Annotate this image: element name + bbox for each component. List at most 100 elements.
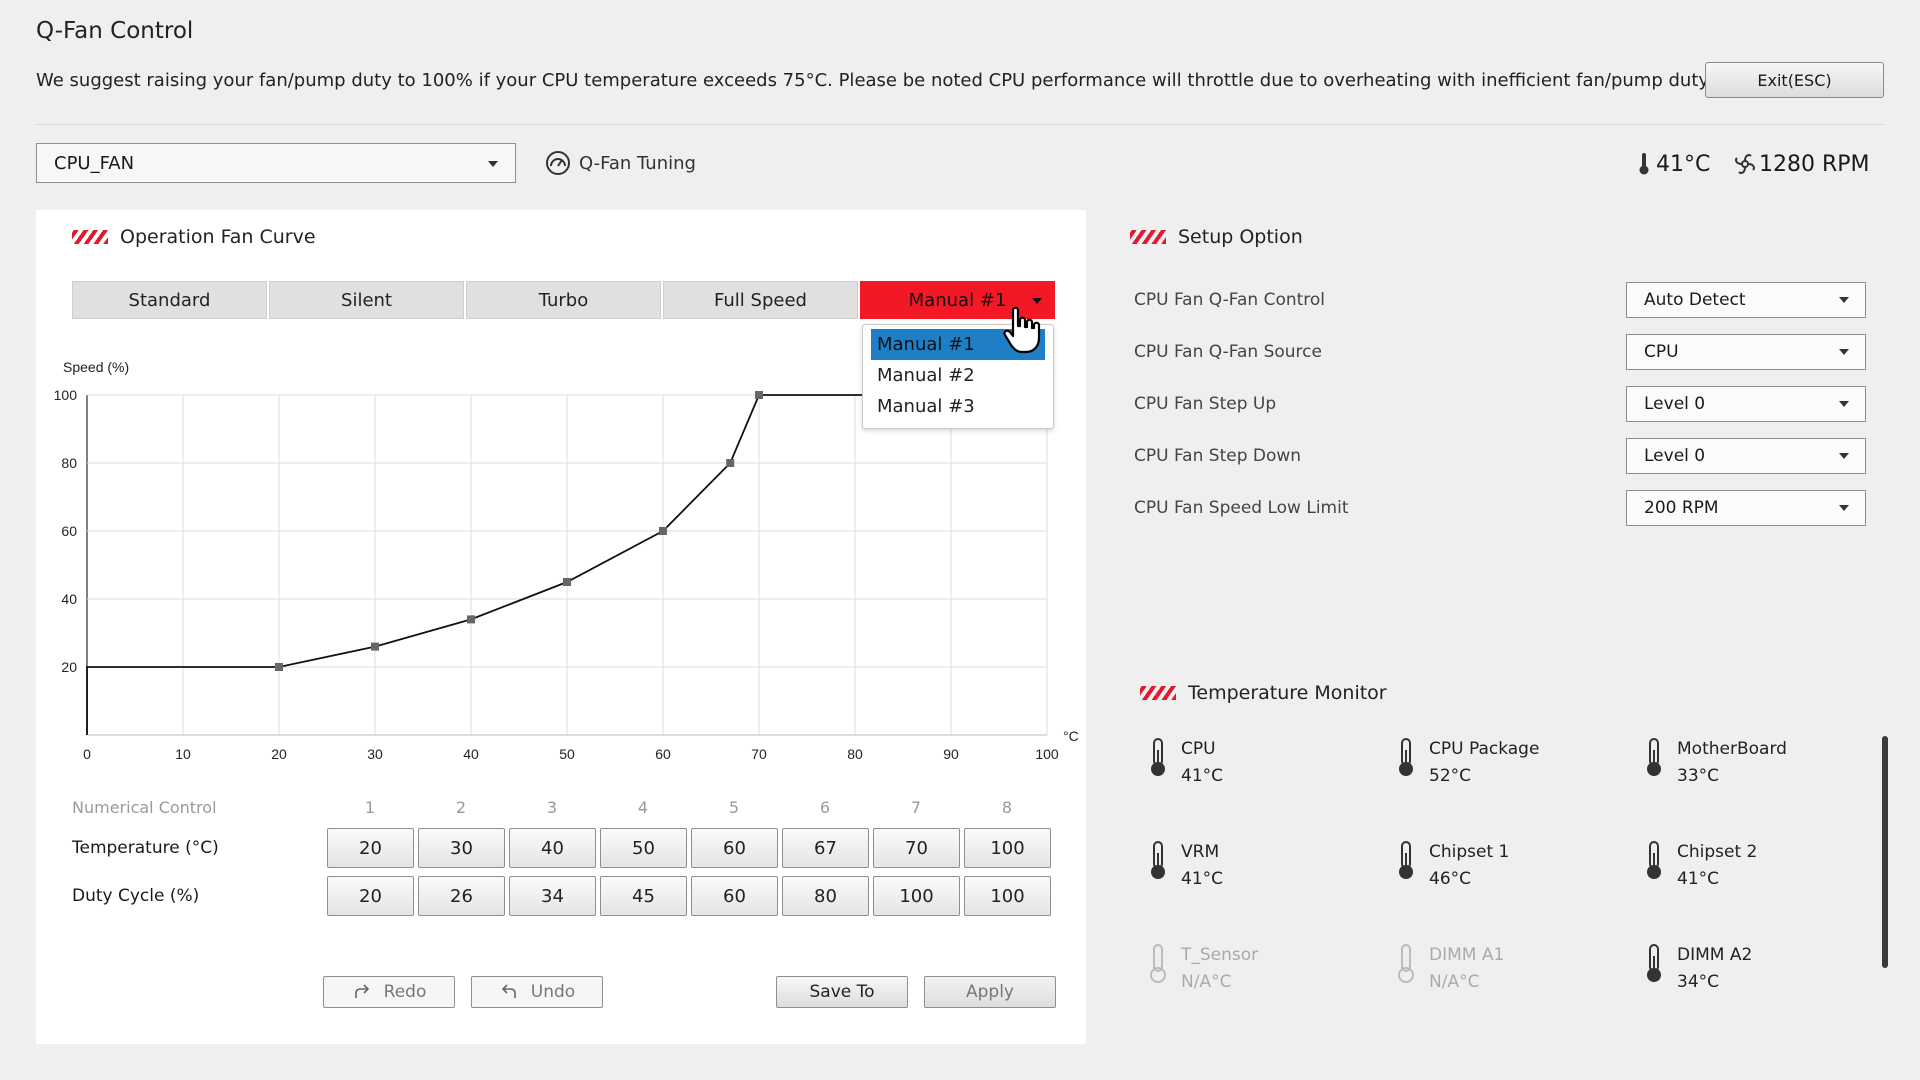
chevron-down-icon: [1032, 298, 1042, 304]
x-tick-label: 100: [1035, 746, 1059, 762]
duty-input[interactable]: 100: [964, 876, 1051, 916]
undo-button[interactable]: Undo: [471, 976, 603, 1008]
fan-icon: [1735, 154, 1755, 174]
x-tick-label: 30: [367, 746, 383, 762]
sensor-value: N/A°C: [1429, 972, 1480, 992]
sensor-name: DIMM A2: [1677, 945, 1753, 965]
sensor-vrm: VRM 41°C: [1147, 839, 1223, 893]
y-tick-label: 40: [61, 591, 77, 607]
hand-cursor-icon: [1003, 306, 1041, 354]
duty-input[interactable]: 60: [691, 876, 778, 916]
curve-point[interactable]: [659, 527, 667, 535]
cpu-temp-value: 41°C: [1656, 151, 1711, 177]
fan-curve-header: Operation Fan Curve: [72, 226, 316, 248]
duty-input[interactable]: 80: [782, 876, 869, 916]
sensor-value: 46°C: [1429, 869, 1472, 889]
step-down-label: CPU Fan Step Down: [1134, 446, 1302, 466]
speed-low-limit-select[interactable]: 200 RPM: [1626, 490, 1866, 526]
apply-button[interactable]: Apply: [924, 976, 1056, 1008]
tab-silent[interactable]: Silent: [269, 281, 464, 319]
section-stripe-icon: [1140, 686, 1176, 700]
fan-select[interactable]: CPU_FAN: [36, 143, 516, 183]
sensor-t-sensor: T_Sensor N/A°C: [1147, 942, 1258, 996]
step-down-select[interactable]: Level 0: [1626, 438, 1866, 474]
col-index: 6: [819, 798, 831, 817]
col-index: 4: [637, 798, 649, 817]
qfan-tuning-button[interactable]: Q-Fan Tuning: [545, 148, 696, 178]
temperature-input[interactable]: 50: [600, 828, 687, 868]
chevron-down-icon: [1839, 349, 1849, 355]
sensor-name: Chipset 1: [1429, 842, 1510, 862]
exit-button[interactable]: Exit(ESC): [1705, 62, 1884, 98]
window-title: Q-Fan Control: [36, 18, 194, 44]
x-tick-label: 90: [943, 746, 959, 762]
temperature-input[interactable]: 30: [418, 828, 505, 868]
qfan-source-select[interactable]: CPU: [1626, 334, 1866, 370]
curve-point[interactable]: [371, 642, 379, 651]
thermometer-icon: [1647, 841, 1661, 879]
numerical-control-title: Numerical Control: [72, 798, 217, 817]
setup-option-title: Setup Option: [1178, 226, 1303, 248]
sensor-value: 41°C: [1181, 869, 1224, 889]
temperature-input[interactable]: 60: [691, 828, 778, 868]
sensor-name: T_Sensor: [1181, 945, 1259, 965]
curve-point[interactable]: [563, 578, 571, 586]
chart-grid: [86, 394, 1048, 736]
qfan-tuning-label: Q-Fan Tuning: [579, 152, 696, 174]
redo-button[interactable]: Redo: [323, 976, 455, 1008]
chevron-down-icon: [1839, 401, 1849, 407]
duty-input[interactable]: 26: [418, 876, 505, 916]
speed-low-limit-label: CPU Fan Speed Low Limit: [1134, 498, 1349, 518]
x-tick-label: 50: [559, 746, 575, 762]
col-index: 3: [546, 798, 558, 817]
col-index: 7: [910, 798, 922, 817]
chevron-down-icon: [1839, 505, 1849, 511]
x-tick-label: 0: [83, 746, 91, 762]
temperature-input[interactable]: 100: [964, 828, 1051, 868]
temperature-input[interactable]: 20: [327, 828, 414, 868]
sensor-dimm-a2: DIMM A2 34°C: [1643, 942, 1752, 996]
temperature-monitor-title: Temperature Monitor: [1188, 682, 1387, 704]
tab-full-speed[interactable]: Full Speed: [663, 281, 858, 319]
x-axis-unit: °C: [1063, 728, 1079, 744]
temperature-input[interactable]: 67: [782, 828, 869, 868]
save-to-button[interactable]: Save To: [776, 976, 908, 1008]
chevron-down-icon: [488, 161, 498, 167]
manual-profile-dropdown[interactable]: Manual #1 Manual #2 Manual #3: [862, 324, 1054, 429]
tab-turbo[interactable]: Turbo: [466, 281, 661, 319]
sensor-scrollbar[interactable]: [1882, 736, 1888, 968]
header-divider: [36, 124, 1884, 125]
duty-input[interactable]: 20: [327, 876, 414, 916]
fan-select-value: CPU_FAN: [54, 152, 135, 174]
chevron-down-icon: [1839, 453, 1849, 459]
duty-input[interactable]: 45: [600, 876, 687, 916]
x-tick-label: 40: [463, 746, 479, 762]
tab-manual[interactable]: Manual #1: [860, 281, 1055, 319]
step-up-value: Level 0: [1644, 394, 1706, 414]
sensor-motherboard: MotherBoard 33°C: [1643, 736, 1787, 790]
sensor-chipset-2: Chipset 2 41°C: [1643, 839, 1757, 893]
duty-input[interactable]: 34: [509, 876, 596, 916]
sensor-name: CPU Package: [1429, 739, 1540, 759]
temperature-input[interactable]: 70: [873, 828, 960, 868]
duty-input[interactable]: 100: [873, 876, 960, 916]
thermometer-icon: [1151, 738, 1165, 776]
section-stripe-icon: [1130, 230, 1166, 244]
step-up-label: CPU Fan Step Up: [1134, 394, 1277, 414]
col-index: 1: [364, 798, 376, 817]
x-tick-label: 20: [271, 746, 287, 762]
curve-point[interactable]: [755, 391, 763, 399]
curve-point[interactable]: [726, 459, 735, 467]
undo-icon: [501, 984, 516, 998]
curve-point[interactable]: [467, 615, 475, 624]
dropdown-item-manual-3[interactable]: Manual #3: [877, 396, 975, 417]
temperature-input[interactable]: 40: [509, 828, 596, 868]
tab-standard[interactable]: Standard: [72, 281, 267, 319]
qfan-control-select[interactable]: Auto Detect: [1626, 282, 1866, 318]
curve-point[interactable]: [275, 663, 283, 671]
dropdown-item-manual-2[interactable]: Manual #2: [877, 365, 975, 386]
thermometer-icon: [1150, 944, 1166, 983]
chart-ticks: 0 10 20 30 40 50 60 70 80 90 100 20 40 60 80 100: [54, 387, 1059, 762]
step-down-value: Level 0: [1644, 446, 1706, 466]
step-up-select[interactable]: Level 0: [1626, 386, 1866, 422]
